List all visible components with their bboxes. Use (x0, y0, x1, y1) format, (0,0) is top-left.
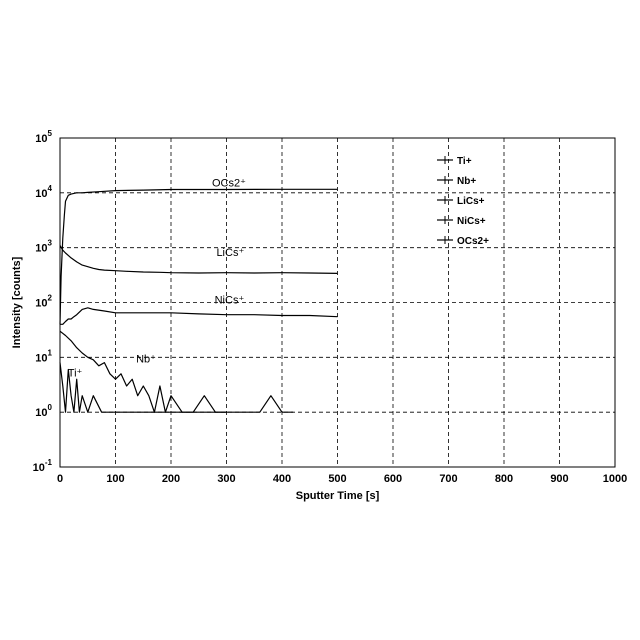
x-tick-label: 100 (106, 473, 124, 485)
y-tick-label: 102 (35, 294, 52, 310)
gridlines (60, 138, 615, 467)
x-tick-label: 1000 (603, 473, 627, 485)
x-tick-label: 900 (550, 473, 568, 485)
x-tick-label: 800 (495, 473, 513, 485)
x-axis-title: Sputter Time [s] (296, 490, 380, 502)
y-axis-ticks: 10-1 100 101 102 103 104 105 (33, 129, 53, 474)
legend-label: OCs2+ (457, 236, 489, 247)
y-axis-title: Intensity [counts] (11, 256, 23, 348)
legend: Ti+ Nb+ LiCs+ NiCs+ OCs2+ (437, 156, 489, 247)
series-line-lics (60, 245, 338, 273)
y-tick-label: 101 (35, 348, 52, 364)
x-tick-label: 500 (328, 473, 346, 485)
series-line-nics (60, 308, 338, 325)
y-tick-label: 105 (35, 129, 52, 145)
series-annotation: LiCs⁺ (216, 247, 244, 259)
series-line-ocs2 (60, 189, 338, 324)
y-tick-label: 10-1 (33, 458, 53, 474)
series-annotations: Ti⁺ Nb⁺ LiCs⁺ NiCs⁺ OCs2⁺ (68, 178, 246, 380)
x-tick-label: 700 (439, 473, 457, 485)
legend-label: LiCs+ (457, 196, 485, 207)
series-layer (60, 189, 338, 412)
y-tick-label: 100 (35, 403, 52, 419)
legend-label: Ti+ (457, 156, 472, 167)
series-line-ti (60, 363, 227, 413)
x-tick-label: 300 (217, 473, 235, 485)
x-tick-label: 600 (384, 473, 402, 485)
series-annotation: NiCs⁺ (215, 295, 245, 307)
series-annotation: OCs2⁺ (212, 178, 246, 190)
legend-label: Nb+ (457, 176, 476, 187)
series-annotation: Nb⁺ (136, 354, 156, 366)
y-tick-label: 103 (35, 239, 52, 255)
legend-label: NiCs+ (457, 216, 486, 227)
x-tick-label: 200 (162, 473, 180, 485)
x-tick-label: 0 (57, 473, 63, 485)
y-tick-label: 104 (35, 184, 52, 200)
x-tick-label: 400 (273, 473, 291, 485)
x-axis-ticks: 0 100 200 300 400 500 600 700 800 900 1000 (57, 473, 627, 485)
series-annotation: Ti⁺ (68, 367, 83, 379)
